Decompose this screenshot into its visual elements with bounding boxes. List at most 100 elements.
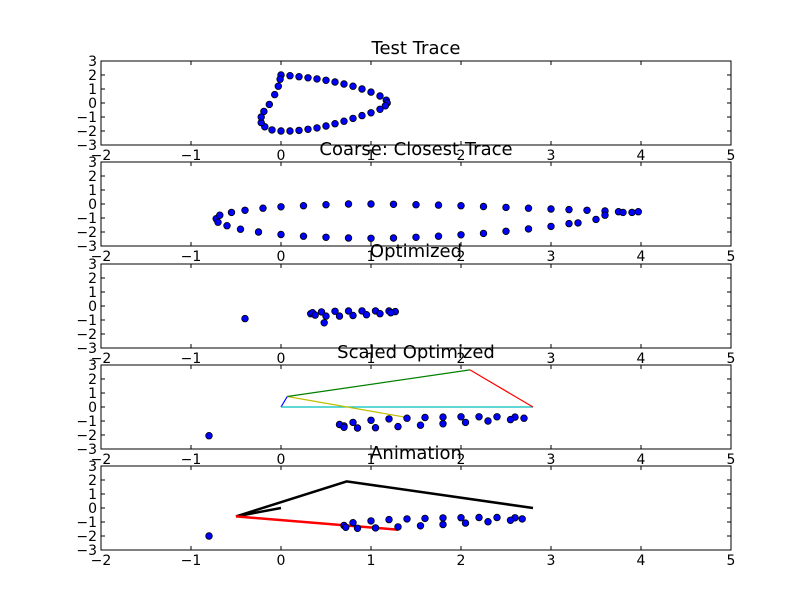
x-tick-label: 3 [547, 249, 556, 265]
y-tick-label: −3 [76, 543, 97, 559]
x-tick-label: −2 [91, 452, 112, 468]
y-tick-label: −3 [76, 239, 97, 255]
y-tick-label: −1 [76, 414, 97, 430]
data-point [493, 513, 501, 522]
data-point [205, 432, 213, 440]
y-tick-label: −1 [76, 313, 97, 329]
plot-area [212, 200, 642, 242]
x-tick-label: 4 [637, 249, 646, 265]
trace-segment-line [235, 515, 399, 531]
subplot-title: Scaled Optimized [337, 342, 495, 363]
data-point [376, 310, 384, 318]
x-tick-label: 1 [367, 249, 376, 265]
x-tick-label: −2 [91, 249, 112, 265]
x-tick-label: 5 [727, 553, 736, 569]
data-point [385, 515, 393, 524]
plot-area [241, 307, 399, 327]
x-tick-label: 1 [367, 351, 376, 367]
data-point [304, 74, 312, 82]
data-point [461, 418, 470, 427]
x-tick-label: −1 [181, 148, 202, 164]
data-point [389, 200, 398, 208]
data-point [313, 124, 321, 132]
trace-segment-line [235, 480, 534, 518]
data-point [439, 514, 447, 522]
data-point [434, 232, 443, 240]
data-point [241, 206, 249, 214]
data-point [349, 519, 357, 527]
data-point [331, 78, 339, 86]
y-tick-label: 3 [88, 54, 97, 70]
x-tick-label: 0 [277, 148, 286, 164]
y-tick-label: 2 [88, 473, 97, 489]
x-tick-label: 4 [637, 351, 646, 367]
data-point [205, 532, 213, 540]
data-point [317, 308, 326, 316]
data-point [367, 88, 375, 96]
data-point [265, 100, 273, 109]
data-point [362, 311, 371, 319]
y-tick-label: 3 [88, 155, 97, 171]
x-tick-label: 3 [547, 351, 556, 367]
data-point [241, 314, 249, 323]
data-point [322, 76, 330, 84]
y-tick-label: 0 [88, 400, 97, 416]
x-tick-label: −1 [181, 553, 202, 569]
y-tick-label: 0 [88, 299, 97, 315]
data-point [547, 222, 555, 231]
data-point [358, 111, 366, 120]
data-point [434, 201, 443, 209]
data-point [322, 200, 330, 209]
y-tick-label: 3 [88, 257, 97, 273]
data-point [484, 518, 492, 526]
data-point [389, 234, 398, 242]
data-point [344, 307, 353, 315]
data-point [475, 513, 483, 522]
x-tick-label: 5 [727, 148, 736, 164]
data-point [277, 203, 285, 211]
subplot-title: Animation [370, 443, 462, 464]
data-point [619, 208, 627, 217]
data-point [322, 122, 330, 130]
y-tick-label: 3 [88, 358, 97, 374]
data-point [299, 232, 308, 240]
data-point [601, 211, 609, 219]
data-point [344, 200, 353, 208]
data-point [457, 231, 465, 239]
data-point [286, 127, 294, 135]
x-tick-label: 2 [457, 351, 466, 367]
data-point [259, 204, 267, 212]
data-point [421, 514, 429, 523]
x-tick-label: 0 [277, 553, 286, 569]
data-point [340, 117, 348, 125]
x-tick-label: 2 [457, 148, 466, 164]
x-tick-label: 0 [277, 249, 286, 265]
data-point [583, 206, 591, 214]
data-point [331, 307, 339, 315]
data-point [276, 75, 284, 83]
data-point [340, 80, 348, 88]
subplot-title: Test Trace [371, 38, 461, 59]
data-point [574, 219, 582, 227]
data-point [479, 202, 488, 211]
x-tick-label: 0 [277, 452, 286, 468]
data-point [520, 414, 528, 422]
trace-segment-line [287, 395, 408, 419]
x-tick-label: 2 [457, 249, 466, 265]
y-tick-label: −1 [76, 515, 97, 531]
x-tick-label: −2 [91, 553, 112, 569]
data-point [344, 234, 353, 242]
data-point [565, 205, 573, 214]
subplot-title: Optimized [370, 241, 462, 262]
data-point [547, 205, 555, 213]
y-tick-label: 1 [88, 183, 97, 199]
data-point [506, 516, 515, 524]
data-point [376, 92, 384, 100]
data-point [385, 415, 393, 423]
data-point [299, 201, 308, 210]
data-point [214, 218, 222, 226]
data-point [381, 102, 390, 110]
